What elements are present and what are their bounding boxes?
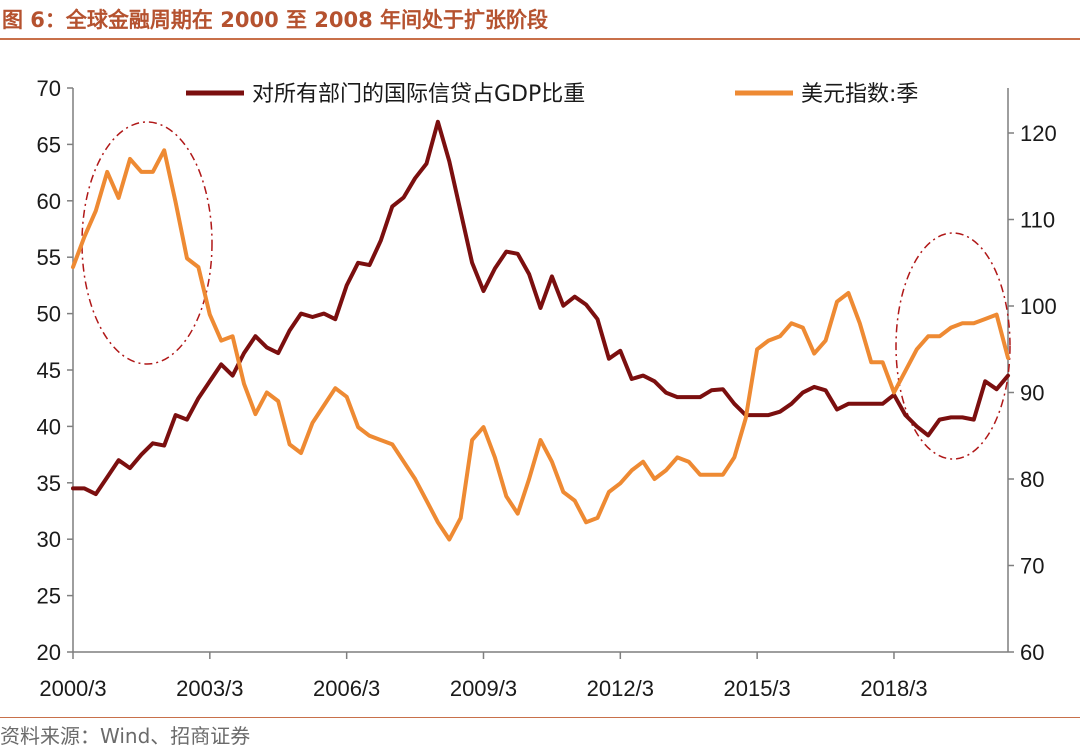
y-left-tick-label: 20 — [37, 640, 61, 665]
chart-legend: 对所有部门的国际信贷占GDP比重 美元指数:季 — [186, 82, 918, 107]
y-left-tick-label: 60 — [37, 189, 61, 214]
x-tick-label: 2003/3 — [176, 676, 243, 701]
highlight-ellipse-left — [81, 121, 213, 365]
y-right-tick-label: 80 — [1020, 467, 1044, 492]
y-left-tick-label: 50 — [37, 302, 61, 327]
highlight-ellipses — [81, 121, 1011, 460]
x-tick-label: 2006/3 — [313, 676, 380, 701]
series-line-credit — [71, 119, 1010, 497]
y-left-tick-label: 65 — [37, 132, 61, 157]
x-tick-label: 2018/3 — [860, 676, 927, 701]
source-note: 资料来源：Wind、招商证券 — [0, 724, 251, 748]
x-tick-label: 2012/3 — [587, 676, 654, 701]
y-left-tick-label: 40 — [37, 414, 61, 439]
y-left-tick-label: 25 — [37, 584, 61, 609]
y-left-tick-label: 45 — [37, 358, 61, 383]
x-tick-label: 2000/3 — [39, 676, 106, 701]
y-left-tick-label: 30 — [37, 527, 61, 552]
y-left-tick-label: 55 — [37, 245, 61, 270]
y-left-tick-label: 70 — [37, 76, 61, 101]
legend-label-usd: 美元指数:季 — [801, 82, 918, 107]
y-right-tick-label: 100 — [1020, 294, 1057, 319]
y-right-tick-label: 120 — [1020, 121, 1057, 146]
y-left-tick-label: 35 — [37, 471, 61, 496]
footer-divider — [0, 717, 1080, 718]
legend-label-credit: 对所有部门的国际信贷占GDP比重 — [252, 82, 585, 107]
series-line-usd — [71, 148, 1010, 542]
series-layer — [71, 119, 1010, 542]
y-right-tick-label: 70 — [1020, 554, 1044, 579]
y-right-tick-label: 60 — [1020, 640, 1044, 665]
chart-axes: 20 25 30 35 40 45 50 55 60 65 70 60 70 80 90 100 110 120 2… — [37, 76, 1057, 701]
y-right-tick-label: 90 — [1020, 381, 1044, 406]
figure-title: 图 6：全球金融周期在 2000 至 2008 年间处于扩张阶段 — [2, 8, 549, 32]
x-tick-label: 2015/3 — [723, 676, 790, 701]
y-right-tick-label: 110 — [1020, 208, 1055, 233]
highlight-ellipse-right — [895, 232, 1011, 460]
x-tick-label: 2009/3 — [450, 676, 517, 701]
title-divider — [0, 38, 1080, 40]
